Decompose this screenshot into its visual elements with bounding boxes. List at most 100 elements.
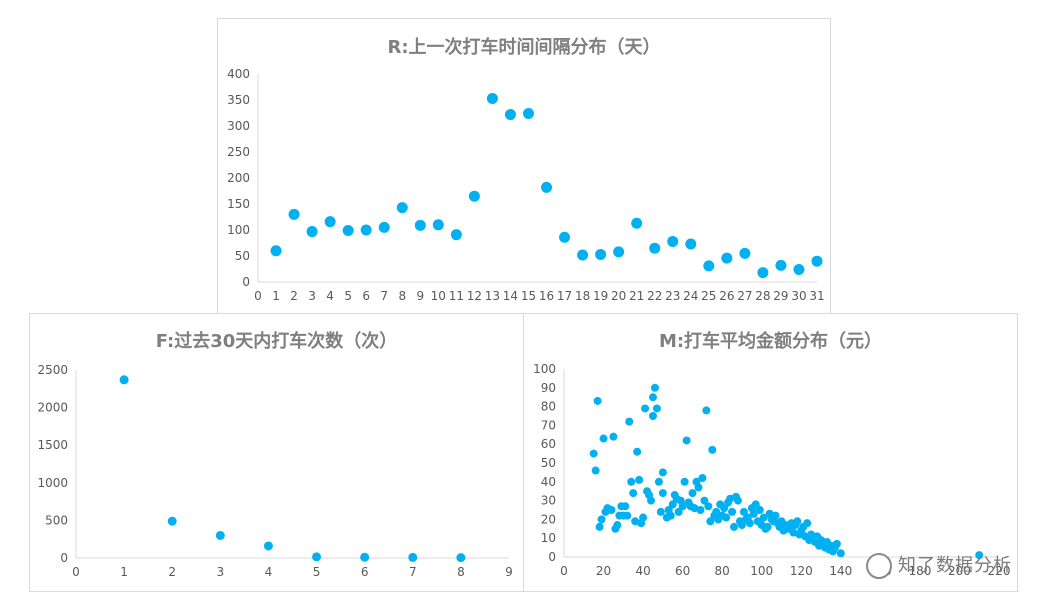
x-tick-label: 18 — [575, 289, 590, 303]
x-tick-label: 20 — [596, 564, 611, 578]
data-point — [708, 445, 717, 454]
y-tick-label: 150 — [227, 197, 250, 211]
x-tick-label: 180 — [908, 564, 931, 578]
x-tick-label: 1 — [120, 565, 128, 579]
data-point — [755, 506, 764, 514]
data-point — [730, 522, 739, 531]
data-point — [589, 449, 598, 458]
data-point — [306, 226, 318, 238]
watermark-text: 知了数据分析 — [898, 555, 1012, 576]
x-tick-label: 28 — [755, 289, 770, 303]
data-point — [613, 246, 625, 258]
x-tick-label: 7 — [380, 289, 388, 303]
data-point — [595, 248, 607, 260]
x-tick-label: 60 — [675, 564, 690, 578]
y-tick-label: 20 — [541, 512, 556, 526]
data-point — [648, 412, 657, 420]
chart-title-f: F:过去30天内打车次数（次） — [155, 331, 398, 352]
data-point — [432, 219, 444, 231]
data-point — [324, 216, 336, 228]
data-point — [793, 517, 802, 526]
y-tick-label: 100 — [227, 223, 250, 237]
data-point — [647, 496, 655, 505]
data-point — [119, 375, 129, 385]
chart-title-r: R:上一次打车时间间隔分布（天） — [387, 37, 661, 58]
y-tick-label: 40 — [541, 475, 556, 489]
data-point — [215, 530, 225, 540]
data-point — [450, 229, 462, 241]
data-point — [288, 208, 300, 220]
data-point — [613, 521, 622, 530]
x-tick-label: 0 — [72, 565, 80, 579]
y-tick-label: 250 — [227, 145, 250, 159]
x-tick-label: 8 — [398, 289, 406, 303]
x-tick-label: 2 — [290, 289, 298, 303]
x-tick-label: 9 — [416, 289, 424, 303]
data-point — [621, 502, 630, 511]
data-point — [641, 404, 650, 413]
data-point — [728, 507, 737, 516]
x-tick-label: 17 — [557, 289, 572, 303]
x-tick-label: 100 — [750, 564, 773, 578]
x-tick-label: 26 — [719, 289, 734, 303]
data-point — [704, 502, 713, 511]
x-tick-label: 2 — [168, 565, 176, 579]
x-tick-label: 10 — [431, 289, 446, 303]
data-point — [685, 238, 697, 250]
data-point — [654, 477, 663, 486]
data-point — [629, 489, 638, 498]
data-point — [749, 509, 758, 518]
data-point — [700, 496, 709, 505]
data-point — [360, 552, 370, 562]
data-point — [703, 260, 715, 272]
data-point — [607, 506, 616, 514]
y-tick-label: 80 — [541, 400, 556, 414]
data-point — [577, 249, 589, 261]
data-point — [360, 224, 372, 236]
y-tick-label: 300 — [227, 119, 250, 133]
data-point — [745, 519, 754, 528]
data-point — [832, 539, 841, 548]
x-tick-label: 16 — [539, 289, 554, 303]
data-point — [803, 519, 812, 528]
data-point — [771, 511, 780, 520]
data-point — [633, 447, 642, 456]
data-point — [599, 434, 608, 443]
x-tick-label: 1 — [272, 289, 280, 303]
y-tick-label: 2500 — [37, 363, 68, 377]
chart-panel-r: R:上一次打车时间间隔分布（天） 0 50 100 150 200 250 300 350 40… — [217, 18, 831, 314]
x-tick-label: 120 — [790, 564, 813, 578]
x-tick-label: 11 — [449, 289, 464, 303]
data-point — [658, 468, 667, 477]
data-point — [504, 109, 516, 121]
x-tick-label: 5 — [313, 565, 321, 579]
data-point — [712, 507, 721, 516]
scatter-chart-m: 0 10 20 30 40 50 60 70 80 90 100 0 20 40 60 80 100 120 140… — [533, 362, 1010, 578]
data-point — [635, 475, 644, 484]
x-tick-label: 31 — [809, 289, 824, 303]
data-point — [263, 541, 273, 551]
x-tick-label: 23 — [665, 289, 680, 303]
y-tick-label: 50 — [235, 249, 250, 263]
data-point — [623, 511, 632, 520]
data-point — [414, 219, 426, 231]
x-tick-label: 0 — [560, 564, 568, 578]
x-tick-label: 7 — [409, 565, 417, 579]
y-tick-label: 100 — [533, 362, 556, 376]
data-point — [694, 483, 703, 492]
data-point — [591, 466, 600, 475]
data-point — [720, 504, 729, 513]
x-tick-label: 29 — [773, 289, 788, 303]
data-point — [593, 396, 602, 405]
data-point — [270, 245, 282, 257]
y-tick-label: 90 — [541, 381, 556, 395]
x-tick-label: 5 — [344, 289, 352, 303]
data-point — [652, 404, 661, 413]
data-point — [468, 190, 480, 202]
y-tick-label: 30 — [541, 494, 556, 508]
y-tick-label: 200 — [227, 171, 250, 185]
data-point — [456, 553, 466, 563]
y-tick-label: 1000 — [37, 476, 68, 490]
scatter-chart-f: 0 500 1000 1500 2000 2500 0 1 2 3 4 5 6 7 8 9 — [37, 363, 512, 579]
